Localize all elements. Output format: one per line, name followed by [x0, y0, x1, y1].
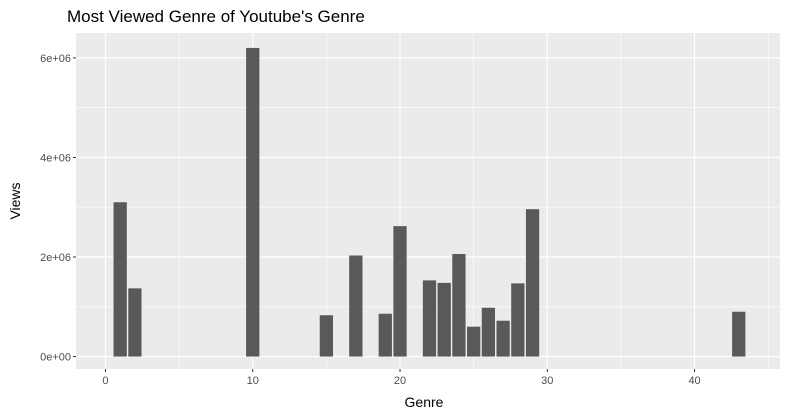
y-tick-label: 6e+06 — [40, 53, 71, 65]
bar-genre-22 — [422, 280, 437, 357]
y-tick-label: 2e+06 — [40, 252, 71, 264]
bar-genre-20 — [393, 226, 407, 357]
bar-genre-1 — [113, 202, 127, 357]
y-axis-ticks: 0e+00 2e+06 4e+06 6e+06 — [40, 53, 76, 364]
bar-genre-25 — [467, 326, 481, 357]
x-tick-label: 10 — [247, 375, 259, 387]
bar-genre-43 — [732, 311, 746, 357]
y-tick-label: 4e+06 — [40, 152, 71, 164]
bar-genre-19 — [378, 313, 392, 357]
bar-genre-2 — [128, 288, 142, 357]
bars — [113, 47, 746, 357]
bar-genre-10 — [246, 47, 260, 357]
x-axis-title: Genre — [405, 394, 444, 410]
bar-genre-24 — [452, 254, 466, 357]
x-tick-label: 40 — [688, 375, 700, 387]
chart-title: Most Viewed Genre of Youtube's Genre — [67, 7, 365, 26]
x-axis-ticks: 0 10 20 30 40 — [102, 369, 701, 387]
bar-genre-26 — [481, 307, 496, 357]
bar-genre-23 — [437, 282, 451, 357]
bar-genre-29 — [525, 209, 540, 357]
bar-genre-17 — [349, 255, 363, 357]
x-tick-label: 20 — [394, 375, 406, 387]
x-tick-label: 0 — [102, 375, 108, 387]
y-axis-title: Views — [7, 182, 23, 219]
bar-genre-27 — [496, 320, 510, 357]
x-tick-label: 30 — [541, 375, 553, 387]
bar-genre-28 — [511, 283, 525, 357]
bar-genre-15 — [319, 315, 334, 357]
y-tick-label: 0e+00 — [40, 352, 71, 364]
